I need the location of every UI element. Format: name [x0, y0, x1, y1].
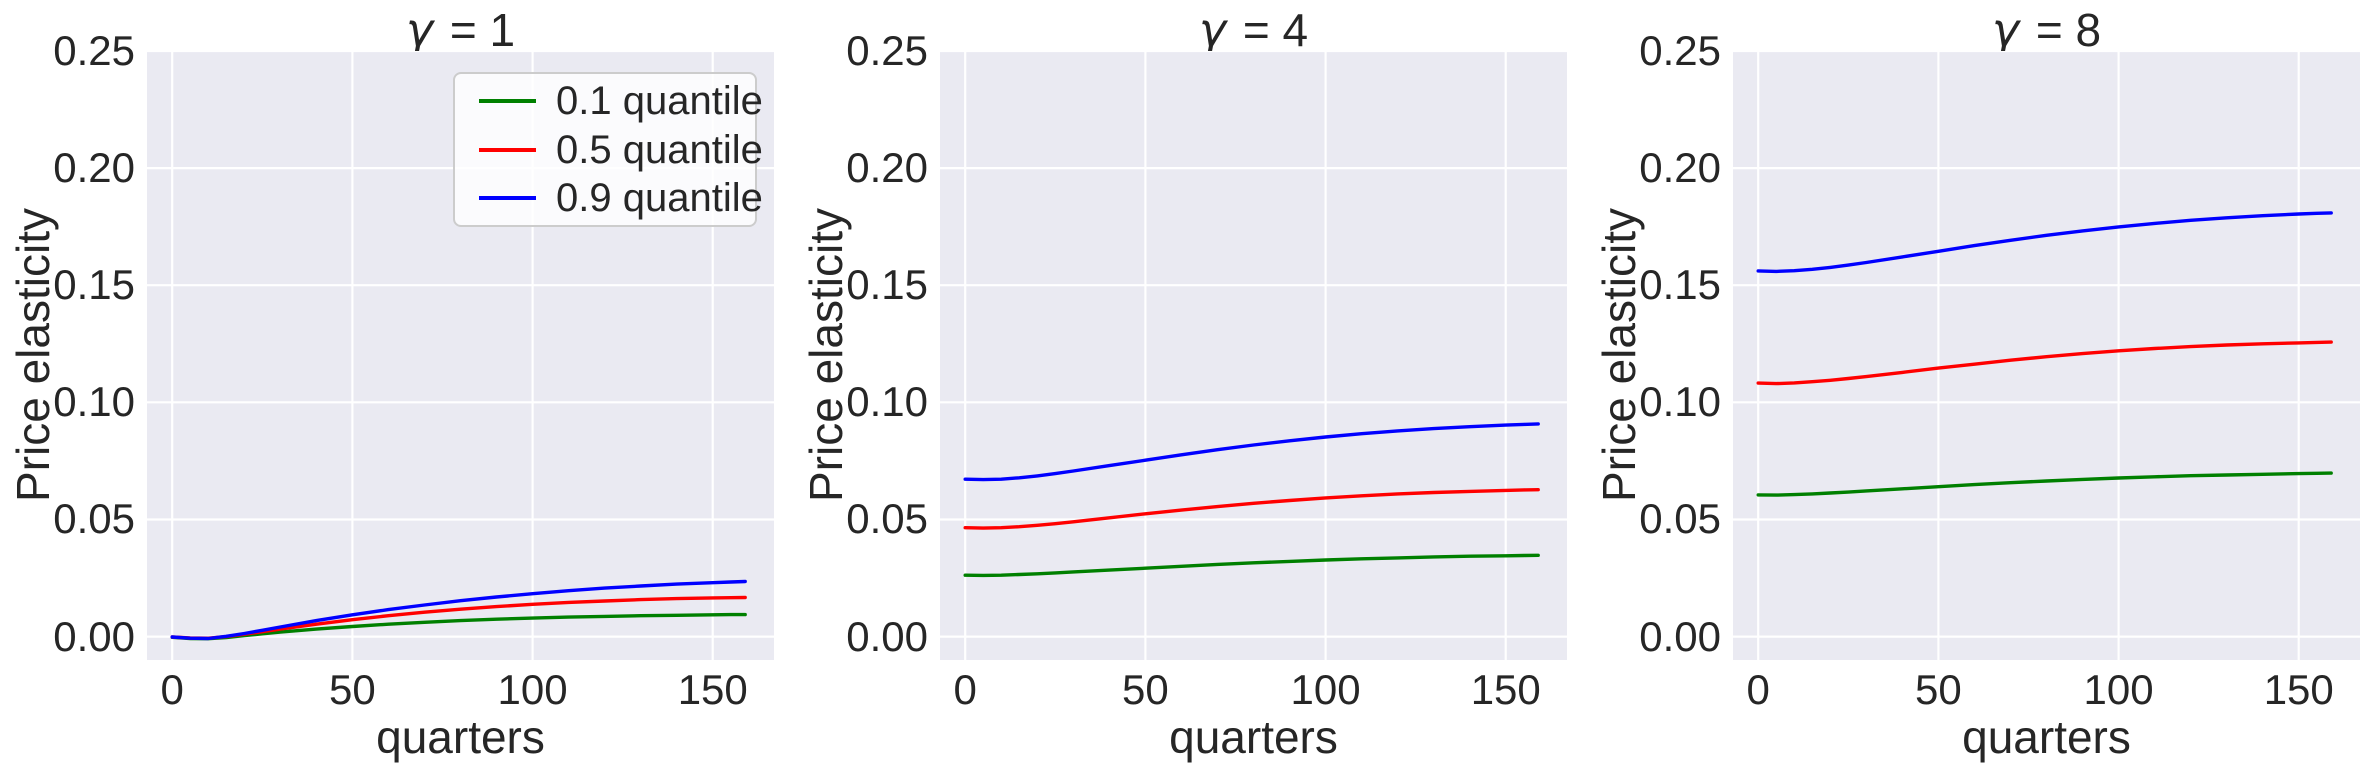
legend-line-swatch — [479, 98, 536, 103]
y-axis-label: Price elasticity — [800, 208, 852, 502]
y-tick-label: 0.10 — [846, 378, 928, 426]
x-axis-label: quarters — [1169, 711, 1338, 763]
y-tick-label: 0.15 — [1639, 261, 1721, 309]
x-axis-label: quarters — [376, 711, 545, 763]
legend-item: 0.5 quantile — [455, 128, 763, 172]
legend-item: 0.9 quantile — [455, 176, 763, 220]
subplot-title: γ = 1 — [405, 3, 516, 57]
x-tick-label: 100 — [1290, 666, 1361, 713]
plot-canvas — [940, 51, 1567, 660]
x-axis-label: quarters — [1962, 711, 2131, 763]
x-tick-label: 100 — [497, 666, 568, 713]
legend-line-swatch — [479, 196, 536, 201]
plot-canvas — [1733, 51, 2360, 660]
y-axis-label: Price elasticity — [1593, 208, 1645, 502]
gamma-symbol: γ — [1991, 3, 2020, 57]
gamma-symbol: γ — [405, 3, 434, 57]
y-tick-label: 0.25 — [846, 27, 928, 74]
y-tick-label: 0.15 — [846, 261, 928, 309]
x-tick-label: 0 — [953, 666, 977, 713]
legend-label: 0.9 quantile — [556, 176, 763, 221]
legend-item: 0.1 quantile — [455, 79, 763, 123]
plot-area — [1733, 51, 2360, 660]
y-tick-label: 0.05 — [846, 495, 928, 543]
series-line-0.1-quantile — [963, 553, 1540, 578]
y-tick-label: 0.05 — [53, 495, 135, 543]
x-tick-label: 150 — [2263, 666, 2334, 713]
plot-area — [940, 51, 1567, 660]
legend-line-swatch — [479, 147, 536, 152]
y-tick-label: 0.00 — [53, 612, 135, 660]
gamma-symbol: γ — [1198, 3, 1227, 57]
y-tick-label: 0.00 — [1639, 612, 1721, 660]
x-tick-label: 100 — [2083, 666, 2154, 713]
series-line-0.1-quantile — [1756, 471, 2333, 497]
x-tick-label: 50 — [329, 666, 376, 713]
y-tick-label: 0.25 — [53, 27, 135, 74]
legend-label: 0.1 quantile — [556, 78, 763, 123]
legend-label: 0.5 quantile — [556, 127, 763, 172]
y-tick-label: 0.05 — [1639, 495, 1721, 543]
y-tick-label: 0.20 — [53, 144, 135, 192]
y-tick-label: 0.10 — [1639, 378, 1721, 426]
series-line-0.9-quantile — [170, 579, 747, 641]
x-tick-label: 50 — [1915, 666, 1962, 713]
subplot-title: γ = 8 — [1991, 3, 2102, 57]
series-line-0.9-quantile — [1756, 211, 2333, 274]
x-tick-label: 0 — [1746, 666, 1770, 713]
y-tick-label: 0.25 — [1639, 27, 1721, 74]
x-tick-label: 150 — [677, 666, 748, 713]
y-axis-label: Price elasticity — [7, 208, 59, 502]
legend: 0.1 quantile 0.5 quantile 0.9 quantile — [453, 72, 763, 227]
subplot-title: γ = 4 — [1198, 3, 1309, 57]
series-line-0.1-quantile — [170, 612, 747, 641]
y-tick-label: 0.20 — [1639, 144, 1721, 192]
series-line-0.5-quantile — [1756, 340, 2333, 386]
series-line-0.5-quantile — [963, 488, 1540, 530]
x-tick-label: 50 — [1122, 666, 1169, 713]
y-tick-label: 0.00 — [846, 612, 928, 660]
y-tick-label: 0.10 — [53, 378, 135, 426]
y-tick-label: 0.20 — [846, 144, 928, 192]
y-tick-label: 0.15 — [53, 261, 135, 309]
x-tick-label: 0 — [160, 666, 184, 713]
series-line-0.9-quantile — [963, 422, 1540, 482]
x-tick-label: 150 — [1470, 666, 1541, 713]
